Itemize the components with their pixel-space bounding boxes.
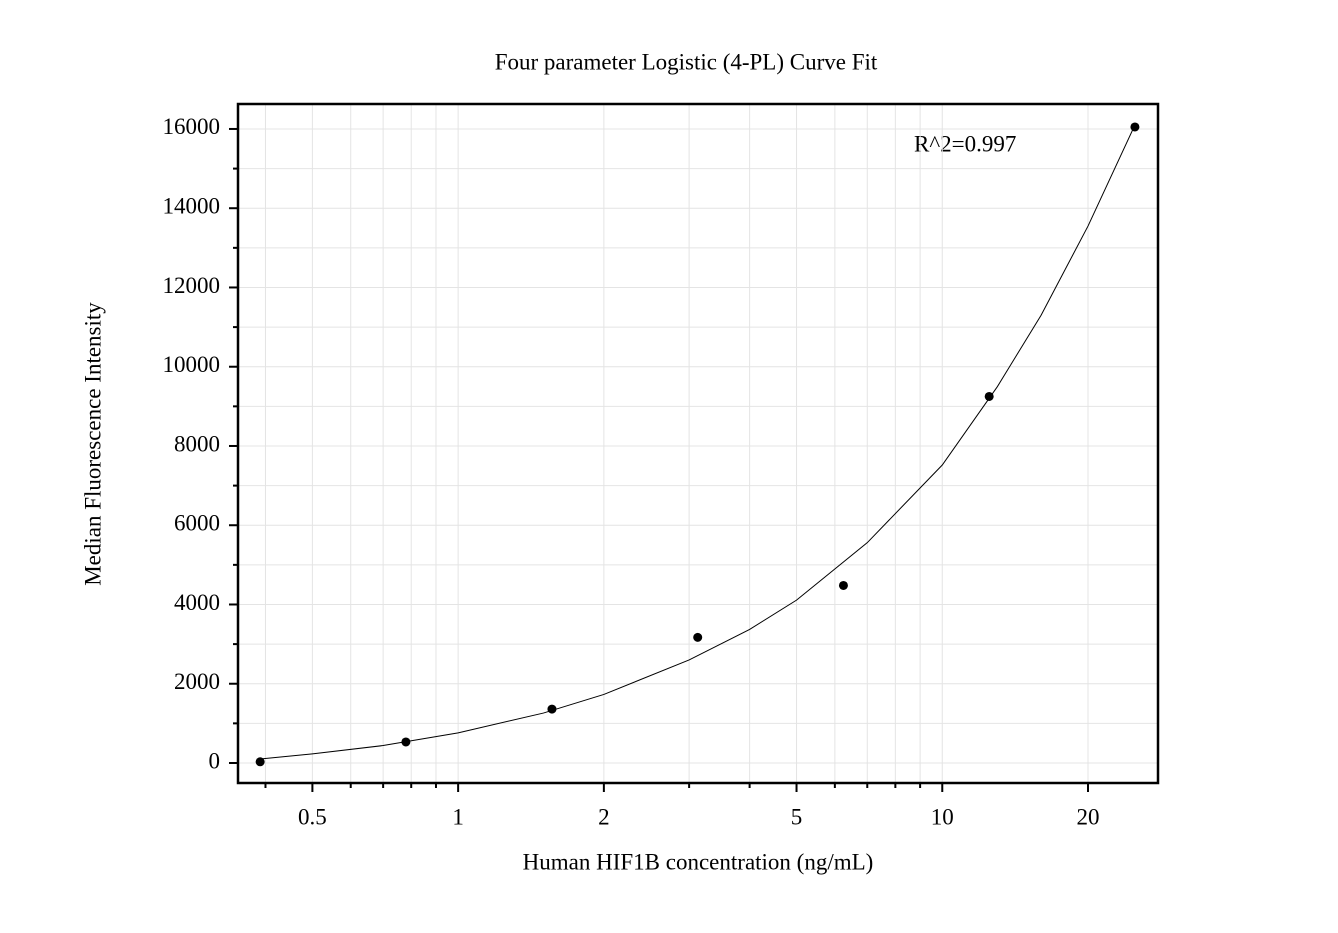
data-point xyxy=(984,391,994,401)
x-tick-label: 5 xyxy=(791,804,803,829)
x-tick-label: 20 xyxy=(1077,804,1100,829)
data-point xyxy=(693,632,703,642)
x-tick-label: 10 xyxy=(931,804,954,829)
x-tick-label: 0.5 xyxy=(298,804,327,829)
y-tick-label: 10000 xyxy=(163,352,221,377)
x-axis-label: Human HIF1B concentration (ng/mL) xyxy=(523,849,874,874)
y-tick-label: 2000 xyxy=(174,669,220,694)
y-tick-label: 0 xyxy=(209,748,221,773)
y-axis-label: Median Fluorescence Intensity xyxy=(80,302,105,586)
y-tick-label: 8000 xyxy=(174,431,220,456)
y-tick-label: 16000 xyxy=(163,114,221,139)
x-tick-label: 1 xyxy=(452,804,464,829)
y-tick-label: 12000 xyxy=(163,273,221,298)
chart-title: Four parameter Logistic (4-PL) Curve Fit xyxy=(495,49,878,74)
fit-curve xyxy=(260,124,1136,760)
plot-frame xyxy=(236,102,1160,785)
data-point xyxy=(838,580,848,590)
data-point xyxy=(1130,122,1140,132)
data-point xyxy=(255,757,265,767)
annotation: R^2=0.997 xyxy=(914,131,1016,156)
x-tick-label: 2 xyxy=(598,804,610,829)
y-tick-label: 6000 xyxy=(174,511,220,536)
y-tick-label: 4000 xyxy=(174,590,220,615)
y-tick-label: 14000 xyxy=(163,193,221,218)
